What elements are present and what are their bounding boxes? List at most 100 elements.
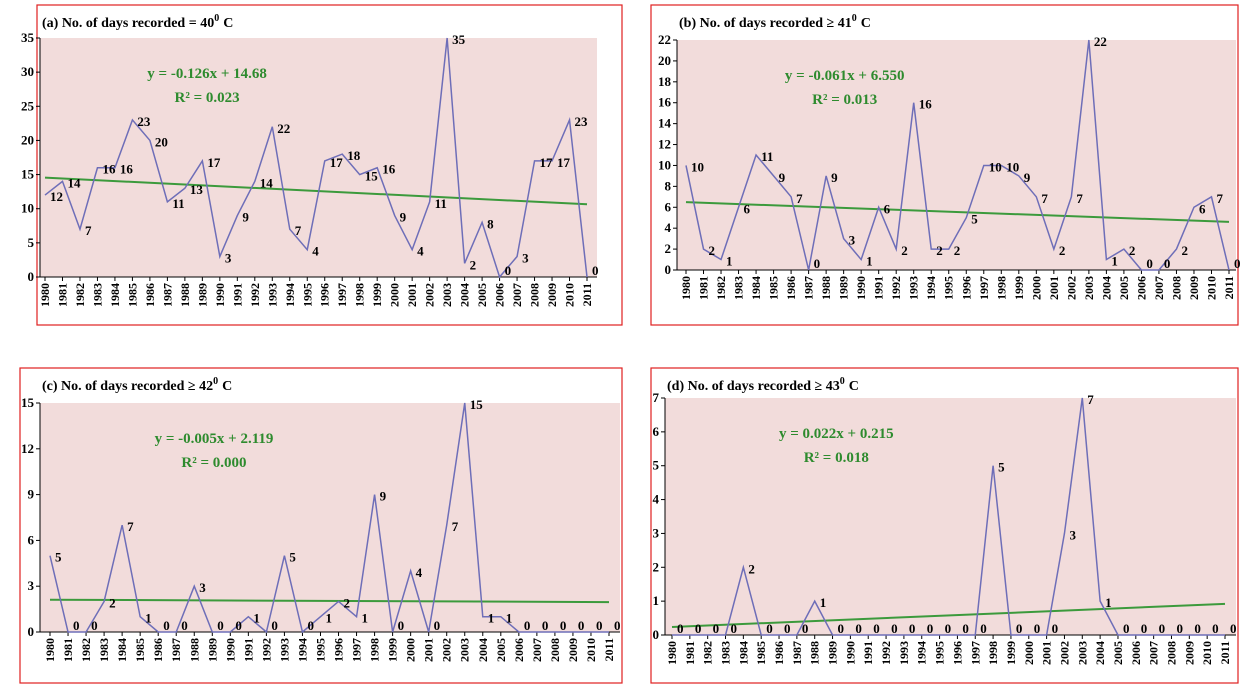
data-label: 0 [1176, 621, 1183, 636]
x-tick-label: 1981 [61, 638, 75, 662]
data-label: 1 [488, 611, 495, 626]
x-tick-label: 1989 [195, 283, 209, 307]
x-tick-label: 1991 [861, 641, 875, 665]
x-tick-label: 2004 [1093, 641, 1107, 665]
x-tick-label: 2001 [405, 283, 419, 307]
x-tick-label: 1985 [125, 283, 139, 307]
x-tick-label: 1988 [178, 283, 192, 307]
data-label: 13 [190, 182, 204, 197]
data-label: 7 [452, 519, 459, 534]
data-label: 14 [67, 175, 81, 190]
data-label: 0 [505, 263, 512, 278]
data-label: 0 [713, 621, 720, 636]
x-tick-label: 1996 [332, 638, 346, 662]
y-tick-label: 6 [28, 532, 35, 547]
data-label: 3 [522, 251, 529, 266]
data-label: 0 [578, 618, 585, 633]
data-label: 23 [137, 114, 151, 129]
x-tick-label: 2008 [1169, 276, 1183, 300]
x-tick-label: 2008 [528, 283, 542, 307]
x-tick-label: 1991 [230, 283, 244, 307]
title-text: (c) No. of days recorded ≥ 42 [42, 379, 213, 394]
x-tick-label: 2007 [1147, 641, 1161, 665]
x-tick-label: 2006 [1129, 641, 1143, 665]
x-tick-label: 1996 [959, 276, 973, 300]
x-tick-label: 1987 [169, 638, 183, 662]
data-label: 0 [542, 618, 549, 633]
x-tick-label: 1993 [277, 638, 291, 662]
title-text: (a) No. of days recorded = 40 [42, 16, 214, 31]
x-tick-label: 2008 [548, 638, 562, 662]
trendline [44, 176, 588, 206]
data-label: 1 [1111, 254, 1118, 269]
x-tick-label: 1985 [754, 641, 768, 665]
data-label: 9 [400, 210, 407, 225]
plot-area [40, 38, 597, 277]
y-tick-label: 6 [653, 424, 660, 439]
y-tick-label: 0 [28, 624, 35, 639]
x-tick-label: 2000 [1029, 276, 1043, 300]
data-label: 0 [271, 618, 278, 633]
r-squared: R² = 0.013 [812, 92, 877, 108]
data-label: 5 [55, 550, 62, 565]
x-tick-label: 2010 [1200, 641, 1214, 665]
x-tick-label: 1986 [143, 283, 157, 307]
data-label: 7 [127, 519, 134, 534]
y-tick-label: 3 [28, 578, 35, 593]
x-tick-label: 2007 [1152, 276, 1166, 300]
data-label: 0 [73, 618, 80, 633]
x-tick-label: 1994 [915, 641, 929, 665]
x-tick-label: 1995 [300, 283, 314, 307]
x-tick-label: 2001 [1047, 276, 1061, 300]
data-label: 2 [109, 595, 116, 610]
data-label: 22 [1094, 34, 1107, 49]
data-label: 0 [784, 621, 791, 636]
x-tick-label: 1997 [335, 283, 349, 307]
data-label: 0 [1164, 256, 1171, 271]
x-tick-label: 1990 [854, 276, 868, 300]
x-tick-label: 1998 [994, 276, 1008, 300]
x-tick-label: 2011 [1218, 641, 1232, 664]
x-tick-label: 1997 [350, 638, 364, 662]
r-squared: R² = 0.000 [181, 455, 246, 471]
x-tick-label: 1985 [767, 276, 781, 300]
title-suffix: C [849, 379, 859, 394]
data-label: 0 [1230, 621, 1237, 636]
x-tick-label: 2000 [404, 638, 418, 662]
y-tick-label: 10 [21, 201, 34, 216]
x-tick-label: 1981 [683, 641, 697, 665]
data-label: 1 [253, 611, 260, 626]
data-label: 8 [487, 216, 494, 231]
data-label: 7 [295, 223, 302, 238]
data-label: 0 [927, 621, 934, 636]
data-label: 0 [235, 618, 242, 633]
x-tick-label: 1981 [697, 276, 711, 300]
x-tick-label: 1996 [950, 641, 964, 665]
x-tick-label: 1981 [55, 283, 69, 307]
x-tick-label: 2010 [584, 638, 598, 662]
data-label: 0 [1146, 256, 1153, 271]
x-tick-label: 2003 [458, 638, 472, 662]
data-label: 1 [1105, 595, 1112, 610]
x-tick-label: 1980 [43, 638, 57, 662]
data-label: 7 [1041, 191, 1048, 206]
data-label: 0 [91, 618, 98, 633]
trendline [49, 598, 610, 604]
data-label: 0 [217, 618, 224, 633]
trend-equation: y = 0.022x + 0.215 [779, 426, 894, 442]
data-label: 22 [277, 121, 290, 136]
x-tick-label: 2001 [422, 638, 436, 662]
data-label: 2 [1059, 243, 1066, 258]
y-tick-label: 0 [653, 627, 660, 642]
y-tick-label: 7 [653, 390, 660, 405]
data-label: 5 [289, 550, 296, 565]
data-label: 0 [891, 621, 898, 636]
data-line [49, 402, 609, 634]
data-line [44, 37, 588, 279]
x-tick-label: 1982 [714, 276, 728, 300]
data-label: 0 [560, 618, 567, 633]
x-tick-label: 2007 [510, 283, 524, 307]
data-label: 0 [695, 621, 702, 636]
data-label: 1 [506, 611, 513, 626]
y-tick-label: 4 [653, 492, 660, 507]
